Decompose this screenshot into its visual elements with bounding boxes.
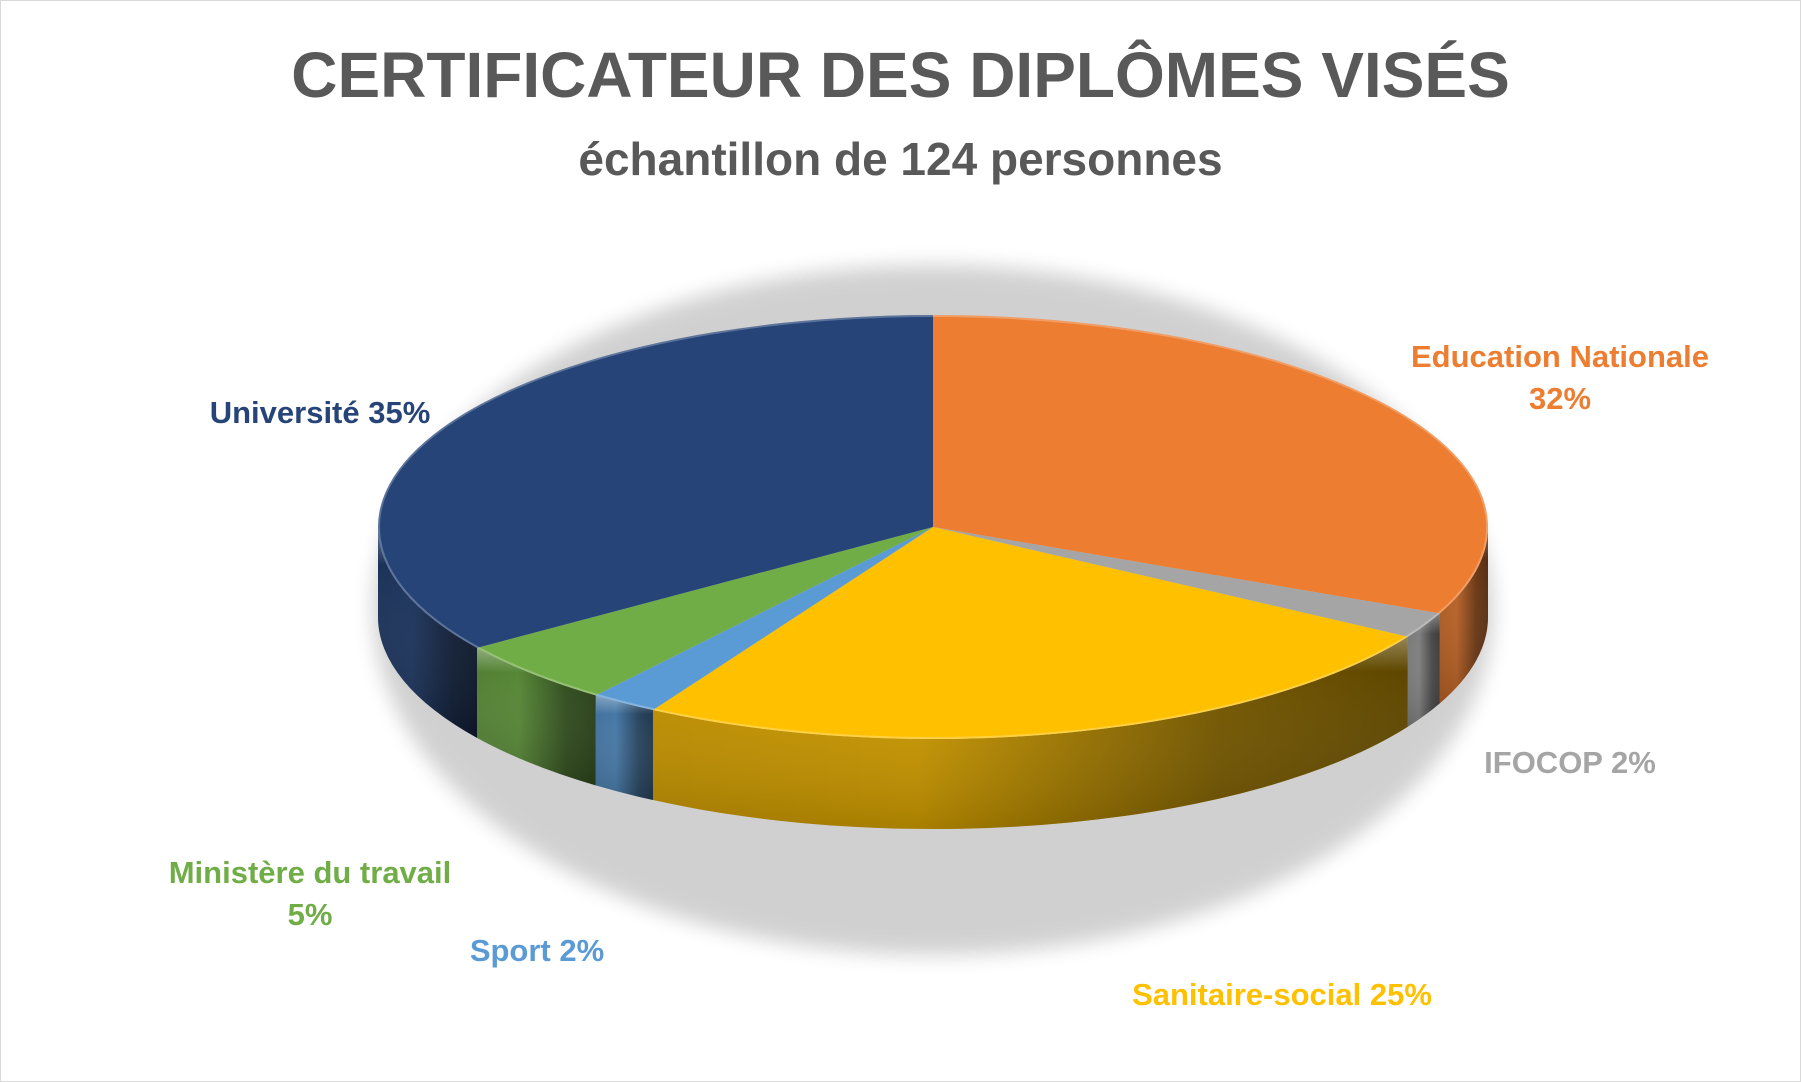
chart-subtitle: échantillon de 124 personnes bbox=[578, 133, 1223, 185]
slice-universite bbox=[377, 315, 933, 648]
label-ifocop: IFOCOP 2% bbox=[1470, 742, 1670, 784]
slice-side-rim-ministere-du-travail bbox=[477, 647, 596, 786]
label-education-nationale-line2: 32% bbox=[1528, 380, 1592, 416]
slice-side-rim-universite bbox=[378, 527, 477, 738]
chart-title: CERTIFICATEUR DES DIPLÔMES VISÉS bbox=[291, 39, 1510, 111]
label-ifocop-line1: IFOCOP 2% bbox=[1484, 745, 1656, 780]
pie-top-edge-highlight bbox=[378, 315, 1488, 739]
slice-side-rim-sport bbox=[595, 695, 654, 801]
label-universite-line1: Université 35% bbox=[209, 395, 431, 430]
slice-side-rim-education-nationale bbox=[1439, 527, 1488, 704]
label-sport-line1: Sport 2% bbox=[469, 933, 605, 968]
slice-ifocop bbox=[933, 527, 1440, 637]
slice-side-rim-ifocop bbox=[1407, 613, 1440, 727]
label-ministere-du-travail: Ministère du travail 5% bbox=[140, 852, 480, 936]
label-universite: Université 35% bbox=[190, 392, 450, 434]
label-sanitaire-social-line1: Sanitaire-social 25% bbox=[1132, 977, 1432, 1012]
label-ministere-du-travail-line1: Ministère du travail bbox=[168, 855, 452, 890]
slice-ministere-du-travail bbox=[477, 527, 933, 696]
slice-side-rim-sanitaire-social bbox=[653, 636, 1408, 830]
label-education-nationale: Education Nationale 32% bbox=[1370, 336, 1750, 420]
label-sport: Sport 2% bbox=[452, 930, 622, 972]
label-sanitaire-social: Sanitaire-social 25% bbox=[1112, 974, 1452, 1016]
label-education-nationale-line1: Education Nationale bbox=[1411, 339, 1709, 374]
label-ministere-du-travail-line2: 5% bbox=[287, 896, 333, 932]
slice-education-nationale bbox=[933, 315, 1488, 614]
slice-sport bbox=[595, 527, 933, 711]
slice-sanitaire-social bbox=[653, 527, 1408, 740]
